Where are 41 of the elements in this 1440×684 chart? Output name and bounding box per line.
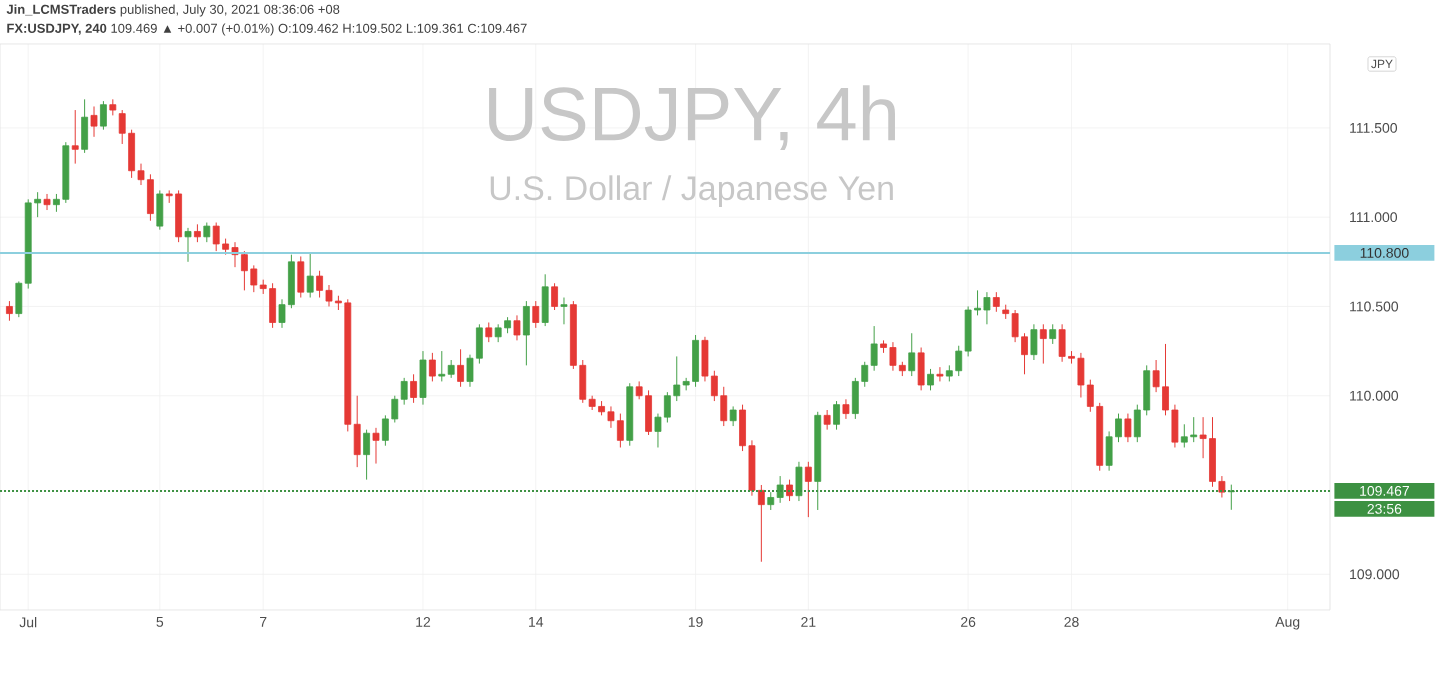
chart-title: USDJPY, 4h bbox=[489, 85, 895, 150]
candlestick bbox=[6, 300, 13, 322]
candlestick bbox=[363, 429, 370, 481]
candlestick bbox=[43, 193, 51, 211]
candlestick bbox=[522, 300, 530, 366]
candlestick bbox=[1030, 323, 1038, 361]
candlestick bbox=[100, 100, 107, 131]
candlestick bbox=[71, 109, 79, 165]
candlestick bbox=[795, 461, 803, 502]
candlestick bbox=[513, 314, 521, 341]
candlestick bbox=[541, 273, 549, 327]
candlestick bbox=[203, 222, 211, 243]
candlestick bbox=[927, 368, 934, 391]
candlestick bbox=[297, 255, 305, 299]
candlestick bbox=[81, 98, 89, 154]
candlestick bbox=[908, 332, 916, 377]
candlestick bbox=[551, 282, 558, 311]
candlestick bbox=[917, 347, 925, 391]
candlestick bbox=[833, 400, 840, 431]
candlestick bbox=[485, 322, 493, 343]
candlestick bbox=[1049, 323, 1057, 345]
candlestick bbox=[90, 105, 98, 138]
candlestick bbox=[560, 297, 568, 325]
candlestick bbox=[372, 427, 380, 465]
candlestick bbox=[410, 373, 417, 404]
candlestick bbox=[1124, 413, 1132, 443]
candlestick bbox=[804, 461, 812, 518]
text: U.S. Dollar / Japanese Yen bbox=[490, 175, 893, 207]
candlestick bbox=[992, 291, 1000, 313]
candlestick bbox=[936, 366, 944, 382]
candlestick bbox=[457, 348, 464, 388]
candlestick bbox=[184, 227, 192, 263]
candlestick bbox=[1039, 323, 1047, 365]
candlestick bbox=[823, 409, 831, 431]
candlestick bbox=[156, 189, 164, 231]
candlestick bbox=[306, 252, 314, 299]
candlestick bbox=[729, 405, 737, 427]
candlestick bbox=[419, 350, 427, 406]
candlestick bbox=[428, 352, 436, 382]
candlestick bbox=[842, 398, 850, 420]
candlestick bbox=[532, 300, 540, 329]
